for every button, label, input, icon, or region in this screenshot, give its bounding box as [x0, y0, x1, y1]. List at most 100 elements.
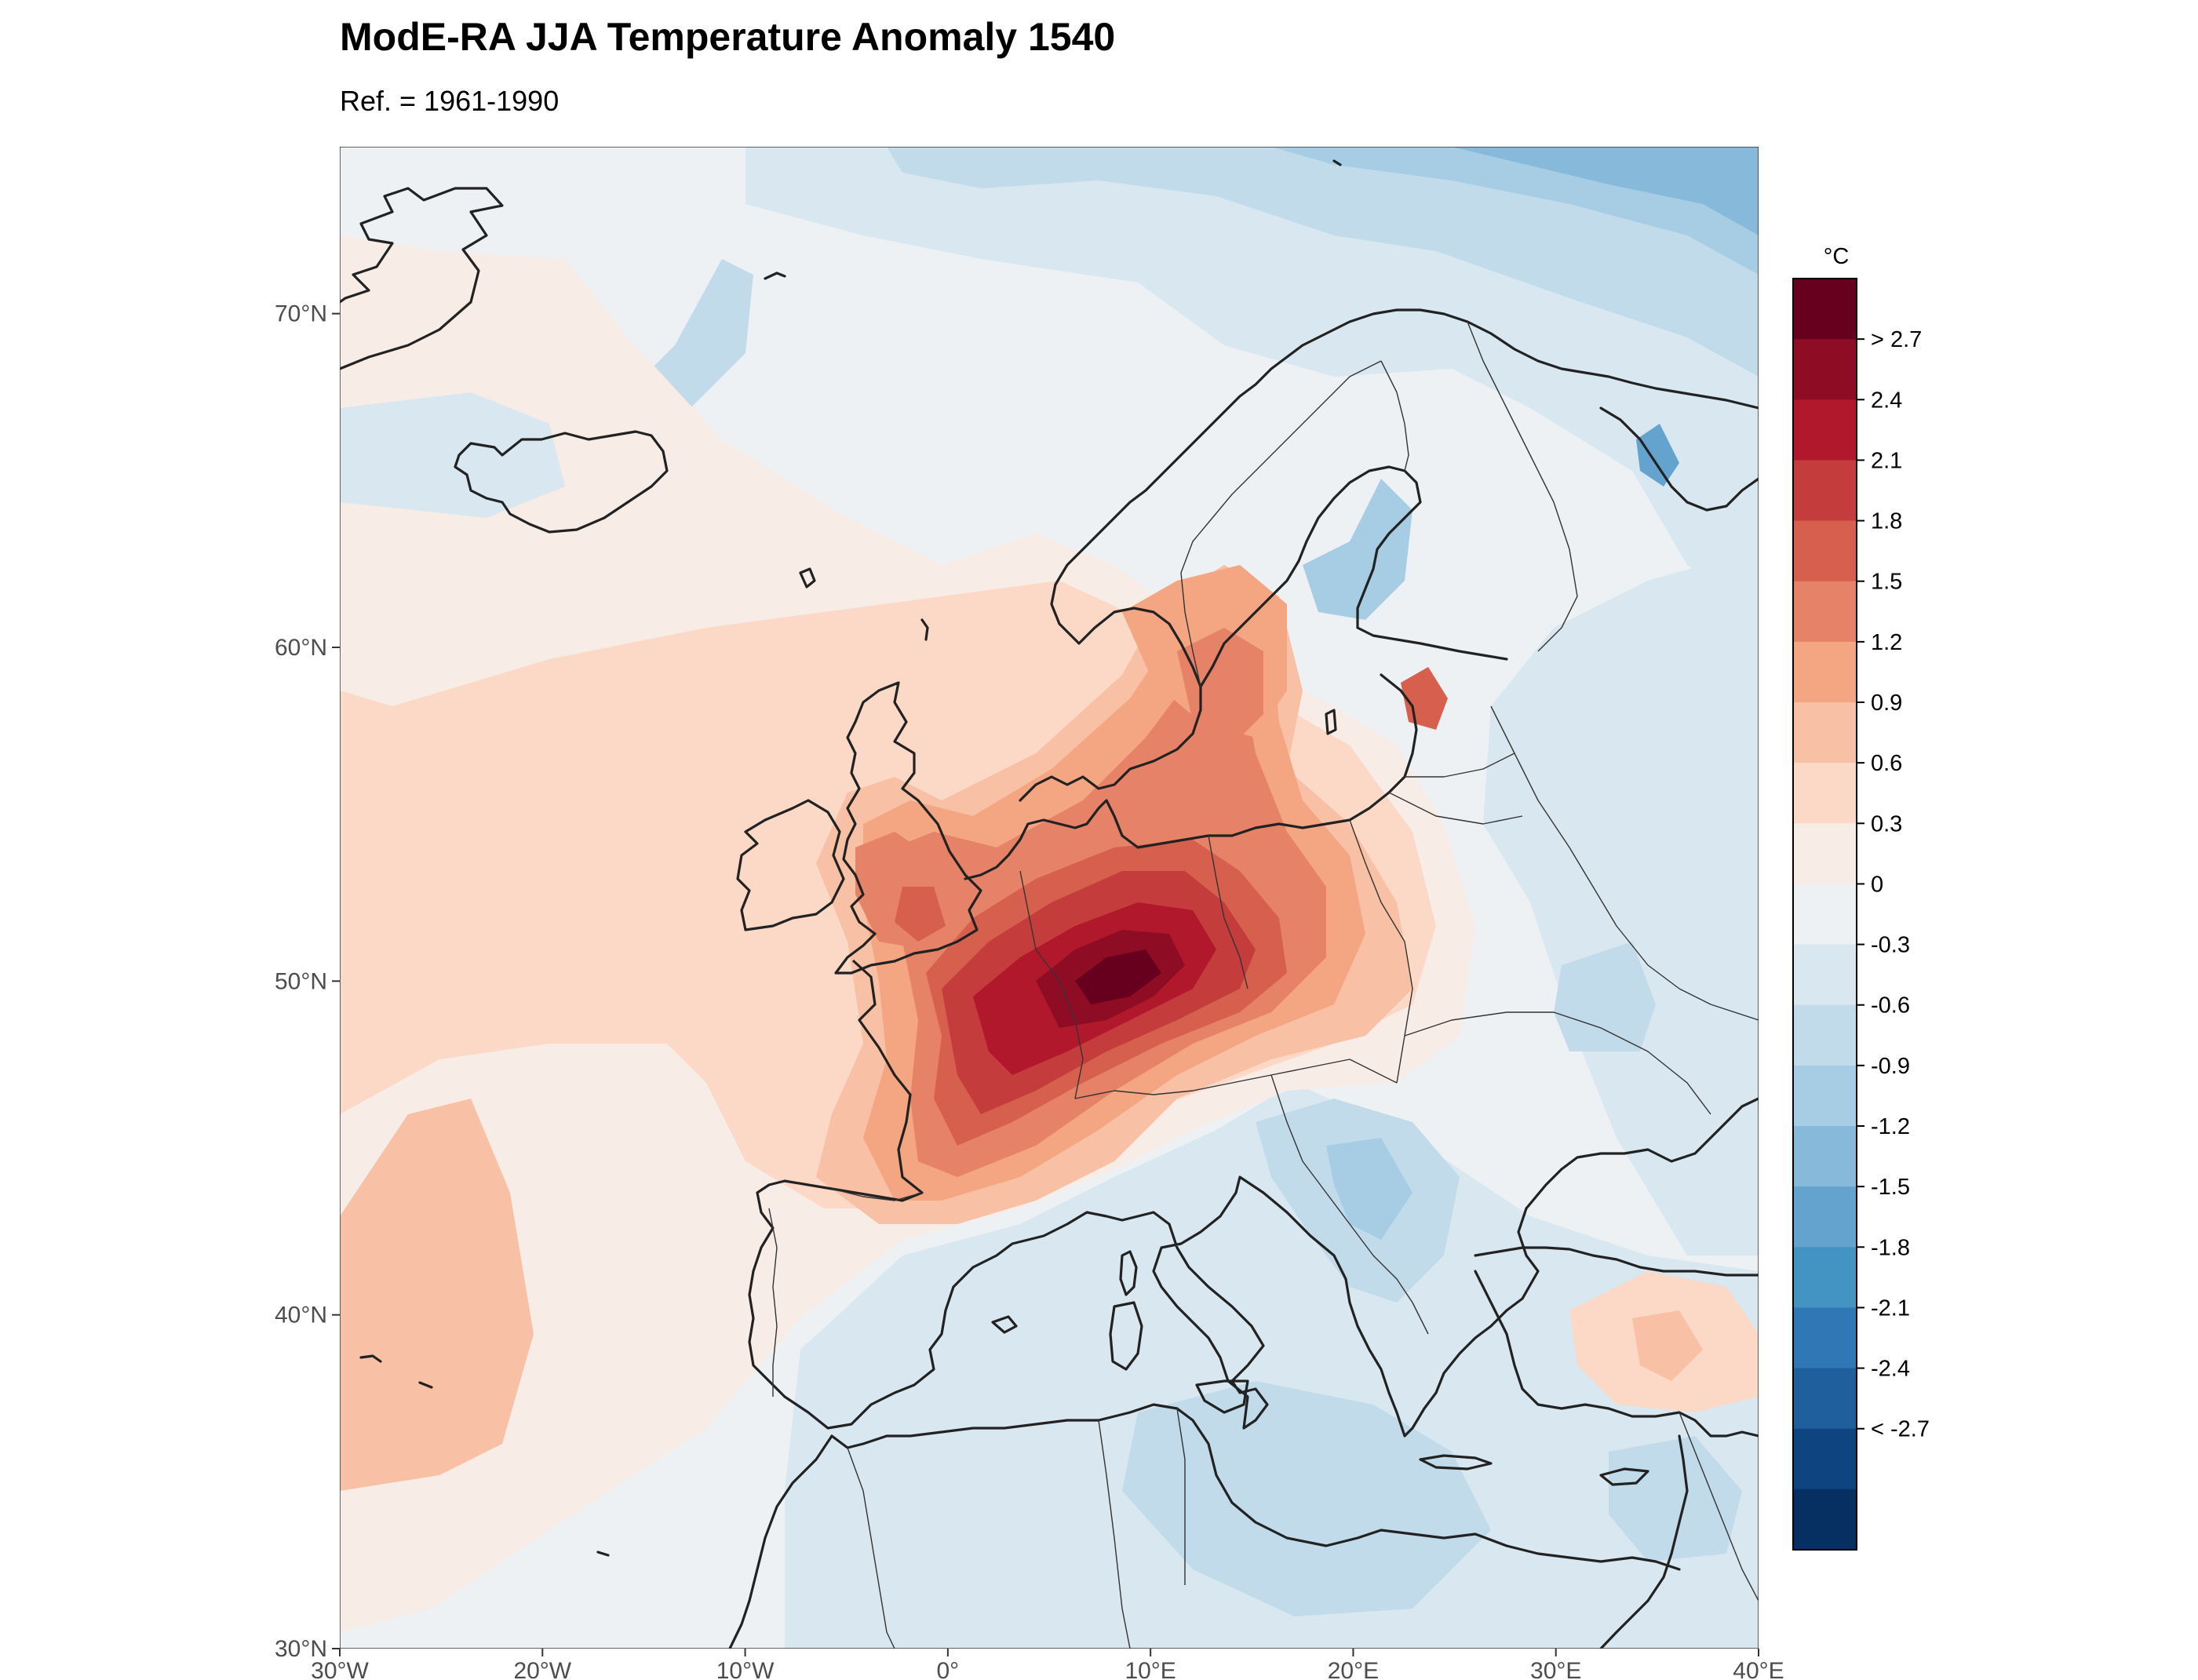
coastline-cyprus [1599, 1467, 1649, 1486]
anomaly-region-cold-north-4 [1452, 147, 1759, 235]
coastline-black-sea-south [1474, 1246, 1759, 1277]
colorbar-tick-label: -2.1 [1871, 1296, 1910, 1321]
longitude-axis: 30°W 20°W 10°W 0° 10°E 20°E 30°E 40°E [311, 1649, 1784, 1680]
lon-tick-label: 20°E [1328, 1658, 1379, 1680]
coastline-gulf-of-bothnia [1199, 465, 1508, 688]
country-borders [768, 321, 1759, 1649]
lon-tick-label: 20°W [513, 1658, 571, 1680]
coastline-gotland [1325, 709, 1337, 735]
coastline-azores [359, 1354, 433, 1389]
coastline-madeira [596, 1551, 610, 1557]
colorbar-tick-label: -1.2 [1871, 1114, 1910, 1139]
colorbar-tick-label: -2.4 [1871, 1357, 1910, 1382]
coastline-mainland-europe [748, 960, 1759, 1438]
colorbar-tick-label: < -2.7 [1871, 1417, 1930, 1442]
colorbar-tick-label: 2.4 [1871, 388, 1902, 413]
lat-tick-label: 50°N [275, 968, 327, 994]
coastline-balearic [991, 1315, 1018, 1334]
colorbar-swatch [1793, 1307, 1857, 1369]
border-ukraine [1404, 1011, 1711, 1115]
lat-tick-label: 30°N [275, 1636, 327, 1662]
anomaly-region-cold-balkans-2 [1326, 1138, 1412, 1240]
coastline-corsica [1119, 1250, 1138, 1296]
colorbar-swatch [1793, 1368, 1857, 1430]
colorbar-swatch [1793, 823, 1857, 885]
colorbar-swatch [1793, 460, 1857, 522]
coastline-greenland [340, 187, 504, 370]
anomaly-region-cold-south [785, 1083, 1759, 1649]
chart-title: ModE-RA JJA Temperature Anomaly 1540 [340, 15, 1116, 59]
colorbar-swatch [1793, 641, 1857, 703]
anomaly-region-warm-uk-core [895, 887, 946, 942]
coastline-north-africa [830, 1403, 1681, 1571]
border-iberia-portugal [768, 1208, 778, 1397]
colorbar-legend: °C > 2.7 2.4 2.1 1.8 1.5 1.2 0.9 0.6 0.3 0 -0.3 -0.… [1792, 244, 1930, 1551]
colorbar-swatch [1793, 1428, 1857, 1490]
anomaly-region-cold-levant [1609, 1436, 1742, 1562]
anomaly-region-cold-kola [1636, 424, 1679, 487]
colorbar-swatch [1793, 1004, 1857, 1066]
coastline-jan-mayen [1332, 159, 1342, 166]
colorbar-tick-label: -0.9 [1871, 1054, 1910, 1079]
chart-subtitle: Ref. = 1961-1990 [340, 85, 560, 117]
anomaly-region-warm-peak [1075, 949, 1161, 1004]
colorbar-swatch [1793, 763, 1857, 824]
border-middle-east [1679, 1412, 1759, 1602]
border-baltic-states [1388, 753, 1523, 825]
coastline-great-britain [834, 681, 982, 975]
colorbar-swatch [1793, 339, 1857, 400]
colorbar-tick-label: -0.6 [1871, 993, 1910, 1019]
coastline-white-sea [1599, 406, 1759, 512]
border-norway-sweden [1180, 360, 1382, 687]
coastline-sardinia [1109, 1301, 1143, 1371]
anomaly-field [340, 147, 1759, 1649]
lon-tick-label: 10°E [1125, 1658, 1176, 1680]
coastline-ireland [736, 799, 845, 931]
colorbar-tick-label: -0.3 [1871, 933, 1910, 958]
lon-tick-label: 10°W [716, 1658, 775, 1680]
border-north-africa [847, 1408, 1186, 1649]
colorbar-swatch [1793, 1065, 1857, 1127]
anomaly-region-cold-arctic-west [628, 259, 753, 408]
coastline-svalbard-fragment [764, 271, 786, 280]
border-germany-poland [1208, 835, 1248, 989]
colorbar-swatch [1793, 1186, 1857, 1248]
colorbar-swatch [1793, 1126, 1857, 1187]
colorbar-tick-label: 0 [1871, 872, 1883, 897]
colorbar-tick-label: 0.9 [1871, 691, 1902, 716]
colorbar-swatch [1793, 279, 1857, 340]
anomaly-region-warm-turkey-2 [1632, 1310, 1703, 1381]
colorbar-swatch [1793, 884, 1857, 946]
anomaly-region-cold-east-2 [1554, 942, 1656, 1051]
border-balkans [1270, 1074, 1429, 1335]
colorbar-unit-label: °C [1824, 244, 1850, 269]
border-finland-russia [1467, 321, 1578, 652]
coastline-baltic-east [964, 673, 1418, 880]
border-russia-belarus [1490, 705, 1759, 1021]
colorbar-swatch [1793, 520, 1857, 582]
colorbar-swatch [1793, 1247, 1857, 1309]
colorbar-tick-label: 0.3 [1871, 811, 1902, 836]
colorbar-tick-label: 1.8 [1871, 509, 1902, 534]
colorbar-tick-label: -1.8 [1871, 1235, 1910, 1260]
colorbar-swatch [1793, 702, 1857, 763]
map-panel [340, 147, 1759, 1649]
colorbar-tick-label: 0.6 [1871, 751, 1902, 776]
latitude-axis: 30°N 40°N 50°N 60°N 70°N [275, 301, 340, 1662]
border-france-germany [1019, 870, 1084, 1099]
anomaly-region-cold-ionian [1122, 1381, 1491, 1616]
anomaly-region-cold-gulf [1303, 479, 1412, 620]
coastlines [340, 159, 1759, 1649]
anomaly-region-warm-azores [340, 1099, 534, 1491]
coastline-shetland [920, 618, 929, 641]
anomaly-region-cold-east [1483, 549, 1759, 1255]
colorbar-swatches [1793, 279, 1857, 1551]
border-sweden-finland [1380, 360, 1409, 472]
anomaly-region-cold-iceland-north [340, 392, 565, 518]
coastline-iceland [454, 430, 669, 534]
coastline-faroe [799, 567, 816, 589]
lat-tick-label: 60°N [275, 635, 327, 661]
lon-tick-label: 30°E [1530, 1658, 1581, 1680]
colorbar-tick-label: > 2.7 [1871, 327, 1922, 352]
